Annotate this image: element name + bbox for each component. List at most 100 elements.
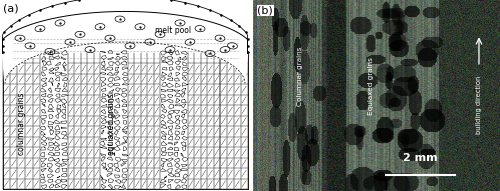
Polygon shape — [56, 131, 60, 135]
Polygon shape — [42, 104, 45, 107]
Polygon shape — [54, 120, 60, 124]
Polygon shape — [182, 125, 188, 130]
Polygon shape — [62, 135, 68, 139]
Polygon shape — [55, 99, 61, 103]
Polygon shape — [168, 131, 172, 135]
Polygon shape — [61, 57, 66, 60]
Polygon shape — [107, 168, 112, 172]
Polygon shape — [108, 132, 114, 135]
Text: (b): (b) — [258, 6, 273, 16]
Polygon shape — [122, 154, 128, 156]
Polygon shape — [114, 153, 115, 156]
Polygon shape — [106, 67, 113, 70]
Polygon shape — [175, 169, 182, 172]
Polygon shape — [102, 61, 105, 66]
Polygon shape — [176, 51, 180, 55]
Polygon shape — [101, 157, 105, 161]
Polygon shape — [41, 163, 46, 167]
Text: Equiaxed grains: Equiaxed grains — [368, 57, 374, 115]
Polygon shape — [61, 73, 66, 76]
Polygon shape — [100, 115, 106, 119]
Polygon shape — [48, 121, 54, 125]
Polygon shape — [114, 186, 120, 189]
Polygon shape — [182, 72, 188, 75]
Polygon shape — [108, 77, 113, 82]
Polygon shape — [161, 152, 166, 155]
Polygon shape — [174, 173, 180, 177]
Polygon shape — [100, 154, 106, 156]
Polygon shape — [182, 99, 186, 103]
Polygon shape — [122, 77, 128, 81]
Polygon shape — [40, 179, 46, 183]
Polygon shape — [62, 50, 68, 55]
Text: melt pool: melt pool — [155, 26, 191, 35]
Polygon shape — [54, 51, 60, 54]
Polygon shape — [122, 174, 126, 178]
Polygon shape — [102, 130, 104, 134]
Polygon shape — [100, 125, 106, 129]
Polygon shape — [182, 120, 187, 124]
Polygon shape — [160, 114, 165, 118]
Polygon shape — [114, 83, 119, 86]
Polygon shape — [160, 77, 166, 81]
Polygon shape — [123, 137, 128, 141]
Polygon shape — [161, 147, 166, 152]
Polygon shape — [62, 77, 68, 81]
Polygon shape — [108, 50, 113, 53]
Polygon shape — [122, 185, 126, 189]
Polygon shape — [181, 153, 184, 156]
Polygon shape — [49, 115, 53, 119]
Polygon shape — [40, 131, 46, 135]
Polygon shape — [54, 152, 60, 156]
Polygon shape — [160, 51, 166, 55]
Polygon shape — [182, 56, 186, 60]
Polygon shape — [62, 104, 66, 108]
Polygon shape — [174, 179, 180, 183]
Polygon shape — [182, 157, 188, 161]
Polygon shape — [40, 158, 46, 162]
Polygon shape — [114, 175, 120, 178]
Polygon shape — [114, 77, 120, 81]
Polygon shape — [161, 142, 167, 145]
Polygon shape — [174, 104, 180, 106]
Polygon shape — [122, 179, 127, 183]
Polygon shape — [122, 115, 128, 118]
Polygon shape — [62, 179, 67, 182]
Polygon shape — [107, 94, 112, 97]
Polygon shape — [162, 104, 165, 108]
Polygon shape — [2, 11, 248, 84]
Polygon shape — [182, 169, 188, 171]
Polygon shape — [168, 61, 173, 65]
Polygon shape — [109, 136, 112, 141]
Polygon shape — [122, 168, 128, 172]
Polygon shape — [122, 83, 128, 85]
Polygon shape — [61, 173, 68, 177]
Polygon shape — [57, 83, 59, 87]
Polygon shape — [48, 51, 53, 55]
Polygon shape — [48, 104, 54, 109]
Polygon shape — [115, 180, 120, 184]
Polygon shape — [55, 126, 60, 130]
Polygon shape — [174, 152, 178, 156]
Polygon shape — [162, 61, 166, 63]
Polygon shape — [42, 83, 46, 87]
Polygon shape — [114, 130, 118, 135]
Polygon shape — [175, 120, 180, 124]
Polygon shape — [161, 89, 166, 92]
Polygon shape — [48, 88, 51, 93]
Polygon shape — [48, 109, 54, 112]
Polygon shape — [56, 94, 60, 98]
Polygon shape — [48, 179, 53, 183]
Polygon shape — [168, 147, 172, 150]
Polygon shape — [168, 163, 172, 167]
Polygon shape — [42, 136, 46, 141]
Polygon shape — [100, 72, 106, 75]
Polygon shape — [168, 169, 172, 173]
Text: 2 mm: 2 mm — [404, 153, 438, 163]
Polygon shape — [41, 51, 46, 54]
Polygon shape — [116, 54, 119, 55]
Polygon shape — [108, 83, 114, 87]
Polygon shape — [49, 142, 54, 145]
Polygon shape — [48, 147, 54, 151]
Polygon shape — [168, 120, 173, 124]
